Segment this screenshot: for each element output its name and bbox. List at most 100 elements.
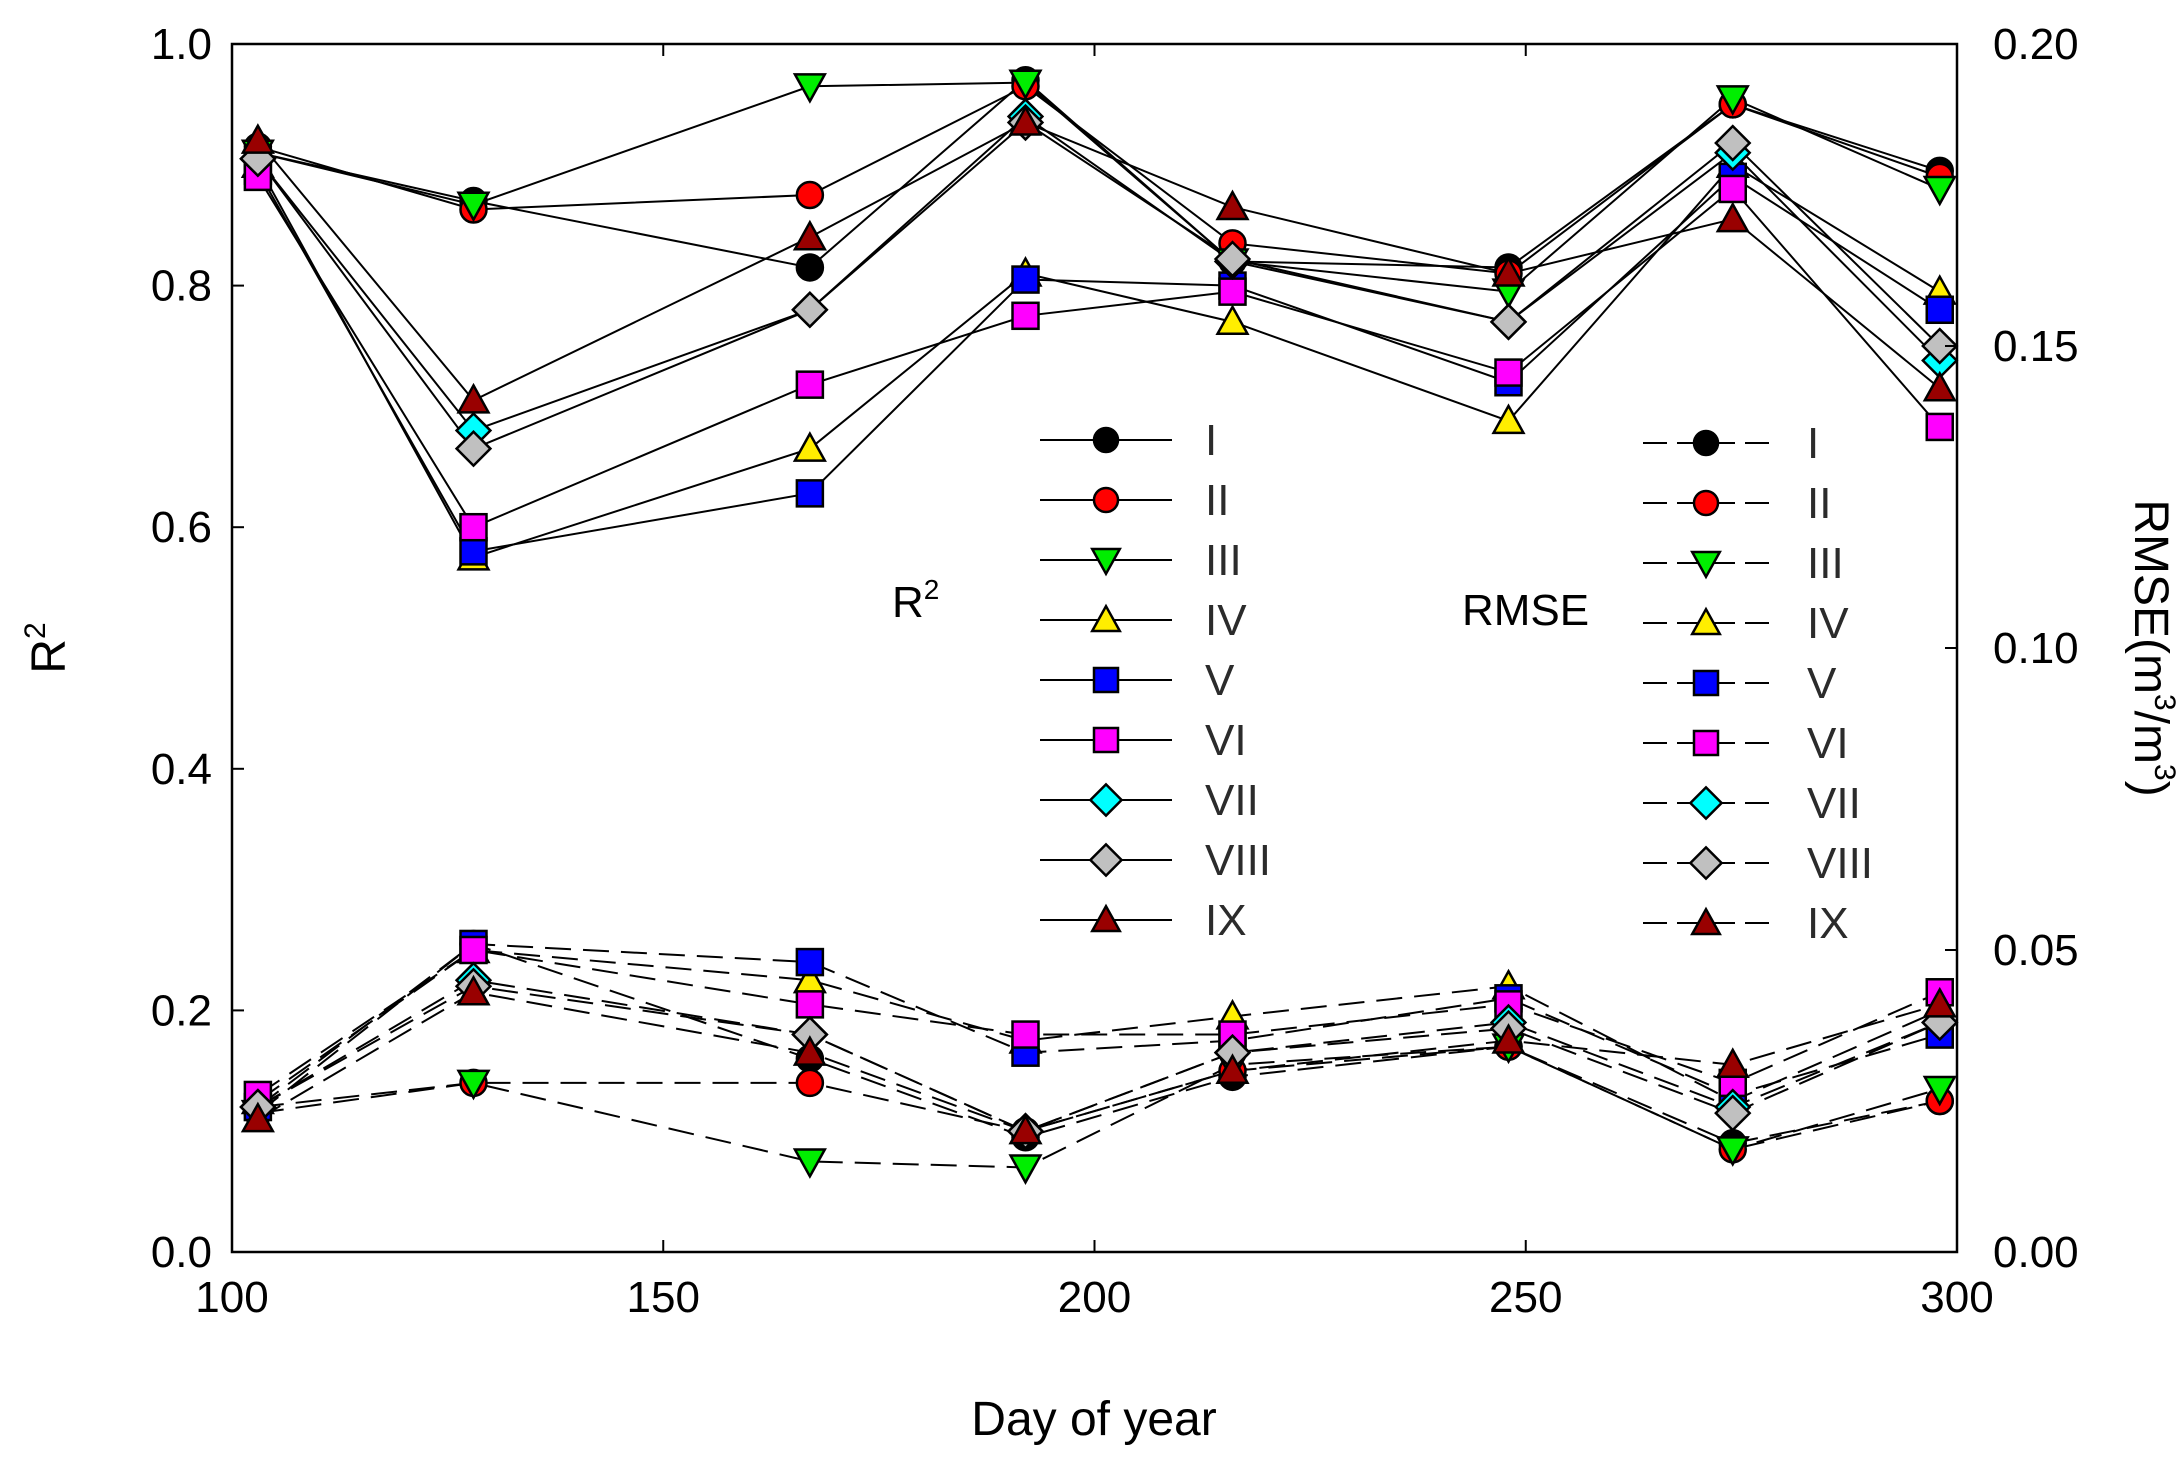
point-r2-vi [1494,358,1523,387]
point-r2-iii [1715,85,1750,116]
point-rmse-vi [1011,1020,1040,1049]
point-r2-ix [1922,370,1957,402]
legend-rmse-title: RMSE [1462,586,1589,635]
point-rmse-ii [795,1068,825,1098]
point-r2-v [795,479,825,508]
y-axis-right-title-sup1: 3 [2148,694,2181,711]
series-line-r2-v [257,170,1941,553]
point-r2-vi [1925,412,1954,442]
point-r2-viii [454,430,493,468]
point-rmse-viii [1714,1094,1752,1132]
point-rmse-ix [792,1035,827,1066]
point-r2-vi [1218,277,1247,306]
point-r2-iv [792,431,827,462]
point-r2-iii [792,73,827,104]
point-rmse-vi [459,935,488,965]
legend-r2-marker-i [1092,426,1120,454]
point-r2-ix [1215,189,1250,221]
legend-r2-marker-v [1092,666,1120,694]
x-tick-label: 250 [1489,1273,1562,1322]
plot-lines [256,78,1941,1169]
y-axis-right-title-post: ) [2124,781,2177,797]
point-r2-ii [795,180,825,210]
point-rmse-iii [456,1069,491,1101]
plot-markers [239,65,1959,1185]
y-left-tick-label: 0.6 [151,503,212,552]
y-right-tick-label: 0.15 [1993,322,2079,371]
legend-r2-label-iii: III [1205,536,1242,585]
legend-rmse-marker-ii [1692,489,1720,517]
x-tick-label: 200 [1058,1273,1131,1322]
x-tick-label: 100 [195,1273,268,1322]
point-r2-viii [791,291,829,329]
series-line-r2-viii [257,121,1941,450]
series-line-rmse-iii [257,1045,1941,1169]
legend-r2-label-ix: IX [1205,896,1247,945]
point-rmse-iii [1715,1136,1750,1167]
legend-rmse-marker-iv [1690,606,1722,636]
legend-rmse-label-iii: III [1807,539,1844,588]
point-r2-iii [1922,175,1957,207]
point-r2-iv [1215,304,1250,336]
point-r2-vi [1011,301,1040,331]
point-r2-iii [456,191,491,223]
point-rmse-ix [1491,1023,1526,1054]
series-line-r2-iii [257,81,1941,293]
series-line-r2-ix [257,121,1941,402]
point-r2-v [459,537,488,566]
series-line-r2-iv [256,163,1941,559]
y-right-tick-label: 0.20 [1993,20,2079,69]
y-left-tick-label: 0.0 [151,1228,212,1277]
legend-rmse-label-vii: VII [1807,779,1861,828]
legend-r2-marker-vi [1092,726,1120,754]
legend-r2-title-main: R [892,578,924,627]
point-rmse-iii [1922,1075,1957,1107]
point-r2-ix [456,382,491,414]
point-r2-iii [1008,69,1043,101]
point-rmse-ix [1922,986,1957,1018]
series-line-r2-vi [257,176,1941,529]
point-r2-ix [240,123,275,154]
legend-rmse-marker-vii [1688,785,1724,821]
point-r2-viii [1489,303,1528,341]
y-axis-left-title: R2 [19,622,76,673]
legend-r2-marker-vii [1088,782,1124,818]
series-line-r2-i [257,78,1941,269]
legend-rmse-label-ii: II [1807,479,1831,528]
point-rmse-ix [240,1101,275,1133]
legend-rmse-marker-v [1692,669,1720,697]
legend-r2-label-vi: VI [1205,716,1247,765]
axes: 100 150 200 250 300 0.0 0.2 0.4 0.6 0.8 1.0 0.00 0.0… [151,20,2079,1322]
point-r2-vi [459,512,488,542]
point-rmse-ix [1215,1053,1250,1085]
legend-r2-marker-viii [1088,842,1124,878]
point-r2-vi [795,370,825,399]
point-rmse-ix [1008,1113,1043,1145]
point-r2-ix [1491,255,1526,287]
series-line-rmse-vi [257,948,1941,1096]
point-r2-ix [792,219,827,251]
point-r2-viii [1213,240,1252,278]
point-rmse-ix [456,974,491,1006]
legend-r2-label-v: V [1205,656,1235,705]
point-rmse-vi [795,990,825,1019]
y-axis-left-title-main: R [23,639,76,674]
point-rmse-iii [792,1148,827,1179]
y-left-tick-label: 0.4 [151,745,212,794]
y-axis-right-title-pre: RMSE(m [2124,499,2177,694]
point-rmse-v [795,947,825,977]
legend-rmse-marker-iii [1690,550,1722,580]
legend-r2-marker-iv [1090,603,1122,633]
y-left-tick-label: 0.8 [151,262,212,311]
y-axis-left-title-sup: 2 [19,622,52,639]
y-right-tick-label: 0.10 [1993,624,2079,673]
legend-r2-label-i: I [1205,416,1217,465]
series-line-rmse-vii [257,979,1941,1133]
series-line-rmse-i [257,942,1940,1145]
series-line-rmse-ix [257,991,1941,1133]
legend-r2-marker-iii [1090,547,1122,577]
